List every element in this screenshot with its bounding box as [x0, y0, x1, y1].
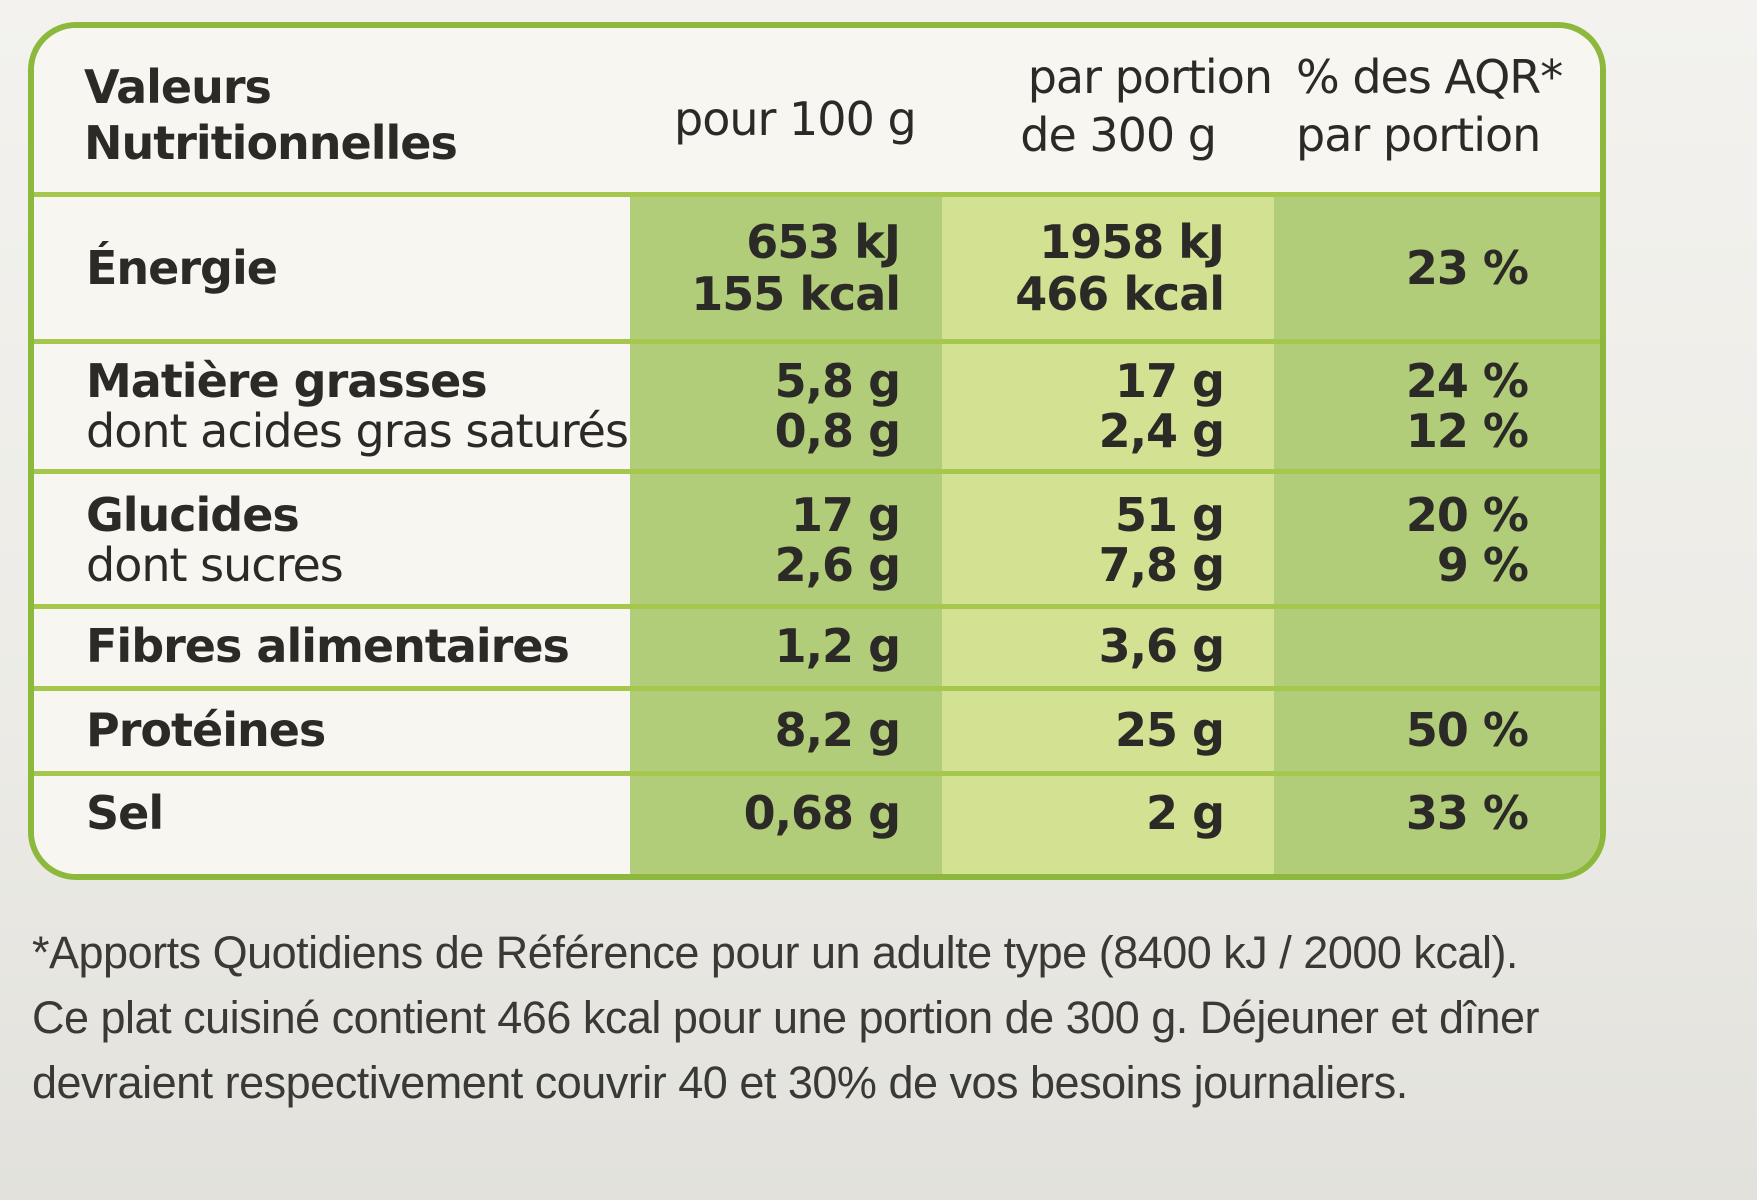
row-label: Sel — [86, 786, 164, 840]
portion-value: 17 g — [1115, 354, 1225, 408]
portion-subvalue: 7,8 g — [1098, 538, 1225, 592]
row-sublabel: dont acides gras saturés — [86, 404, 629, 458]
row-divider — [34, 469, 1600, 474]
header-aqr-line2: par portion — [1296, 108, 1541, 162]
row-divider — [34, 771, 1600, 776]
per100-subvalue: 0,8 g — [774, 404, 901, 458]
header-portion-line2: de 300 g — [1020, 108, 1217, 162]
table-row-sel: Sel 0,68 g 2 g 33 % — [34, 776, 1600, 874]
row-divider — [34, 686, 1600, 691]
per100-value: 8,2 g — [774, 703, 901, 757]
per100-subvalue: 2,6 g — [774, 538, 901, 592]
header-per100: pour 100 g — [674, 92, 917, 146]
table-row-energie: Énergie 653 kJ 155 kcal 1958 kJ 466 kcal… — [34, 197, 1600, 339]
portion-value-kcal: 466 kcal — [1015, 267, 1225, 321]
aqr-value: 24 % — [1405, 354, 1529, 408]
aqr-value: 33 % — [1405, 786, 1529, 840]
nutrition-table: Valeurs Nutritionnelles pour 100 g par p… — [28, 22, 1606, 880]
row-divider — [34, 604, 1600, 609]
aqr-value: 23 % — [1405, 241, 1529, 295]
row-label: Protéines — [86, 703, 326, 757]
footnote: *Apports Quotidiens de Référence pour un… — [32, 920, 1540, 1115]
table-row-matiere-grasses: Matière grasses dont acides gras saturés… — [34, 344, 1600, 469]
header-label-line2: Nutritionnelles — [84, 116, 458, 170]
portion-value: 2 g — [1146, 786, 1225, 840]
per100-value: 5,8 g — [774, 354, 901, 408]
table-row-proteines: Protéines 8,2 g 25 g 50 % — [34, 691, 1600, 771]
per100-value: 1,2 g — [774, 619, 901, 673]
header-label-line1: Valeurs — [84, 60, 272, 114]
table-header: Valeurs Nutritionnelles pour 100 g par p… — [34, 28, 1600, 197]
row-label: Fibres alimentaires — [86, 619, 570, 673]
per100-value: 0,68 g — [743, 786, 901, 840]
footnote-line: Ce plat cuisiné contient 466 kcal pour u… — [32, 992, 1540, 1043]
row-divider — [34, 339, 1600, 344]
per100-value-kcal: 155 kcal — [691, 267, 901, 321]
portion-value: 3,6 g — [1098, 619, 1225, 673]
aqr-subvalue: 12 % — [1405, 404, 1529, 458]
aqr-value: 20 % — [1405, 488, 1529, 542]
table-row-fibres: Fibres alimentaires 1,2 g 3,6 g — [34, 609, 1600, 686]
per100-value: 17 g — [791, 488, 901, 542]
aqr-subvalue: 9 % — [1436, 538, 1529, 592]
footnote-line: *Apports Quotidiens de Référence pour un… — [32, 927, 1518, 978]
footnote-line: devraient respectivement couvrir 40 et 3… — [32, 1057, 1408, 1108]
row-sublabel: dont sucres — [86, 538, 344, 592]
per100-value-kj: 653 kJ — [746, 215, 901, 269]
portion-value: 51 g — [1115, 488, 1225, 542]
row-label: Matière grasses — [86, 354, 488, 408]
portion-value: 25 g — [1115, 703, 1225, 757]
header-portion-line1: par portion — [1027, 50, 1273, 104]
header-aqr-line1: % des AQR* — [1296, 50, 1563, 104]
portion-subvalue: 2,4 g — [1098, 404, 1225, 458]
table-row-glucides: Glucides dont sucres 17 g 2,6 g 51 g 7,8… — [34, 474, 1600, 604]
row-label: Glucides — [86, 488, 300, 542]
aqr-value: 50 % — [1405, 703, 1529, 757]
portion-value-kj: 1958 kJ — [1039, 215, 1225, 269]
row-label: Énergie — [86, 241, 278, 295]
